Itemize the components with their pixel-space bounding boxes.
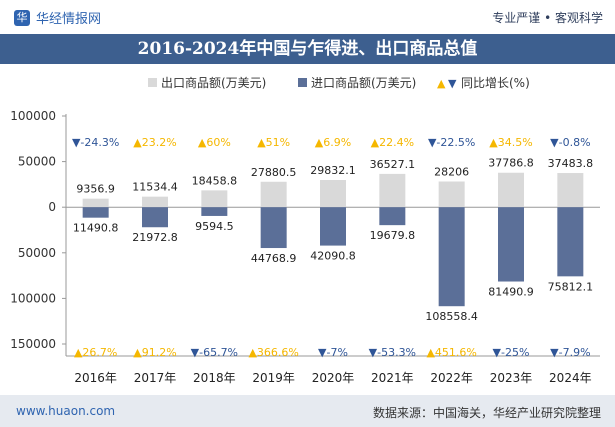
import-value-label: 44768.9 xyxy=(251,252,297,265)
export-growth-label: ▼-0.8% xyxy=(550,136,590,149)
brand-logo-icon: 华 xyxy=(14,9,30,26)
x-tick-label: 2020年 xyxy=(312,371,355,385)
x-tick-label: 2021年 xyxy=(371,371,414,385)
export-growth-label: ▲6.9% xyxy=(315,136,351,149)
export-bar xyxy=(142,196,168,208)
export-bar xyxy=(379,173,406,208)
export-growth-label: ▲60% xyxy=(198,136,231,149)
import-value-label: 21972.8 xyxy=(132,231,178,244)
chart-title: 2016-2024年中国与乍得进、出口商品总值 xyxy=(0,34,615,64)
y-tick-label: 100000 xyxy=(10,291,56,305)
legend-import-swatch xyxy=(298,78,307,87)
import-value-label: 42090.8 xyxy=(310,250,356,263)
export-value-label: 28206 xyxy=(434,165,469,178)
import-growth-label: ▲26.7% xyxy=(74,346,117,359)
export-value-label: 18458.8 xyxy=(192,174,238,187)
export-bar xyxy=(201,190,228,208)
import-bar xyxy=(142,207,168,228)
export-growth-label: ▲22.4% xyxy=(371,136,414,149)
export-bar xyxy=(260,181,287,208)
import-bar xyxy=(201,207,228,216)
export-value-label: 36527.1 xyxy=(370,158,416,171)
export-bar xyxy=(320,179,346,208)
chart-canvas: 出口商品额(万美元) 进口商品额(万美元) ▲ ▼ 同比增长(%) 100000 50000… xyxy=(10,75,600,385)
footer: www.huaon.com 数据来源：中国海关，华经产业研究院整理 xyxy=(0,395,615,427)
import-growth-label: ▼-25% xyxy=(493,346,530,359)
import-bar xyxy=(557,207,584,277)
export-bar xyxy=(557,173,584,208)
export-growth-label: ▲51% xyxy=(257,136,290,149)
slogan: 专业严谨 • 客观科学 xyxy=(492,11,603,25)
legend-export-swatch xyxy=(148,78,157,87)
top-bar: 华 华经情报网 专业严谨 • 客观科学 xyxy=(0,0,615,34)
y-tick-label: 100000 xyxy=(10,109,56,123)
export-value-label: 9356.9 xyxy=(76,183,115,196)
import-bar xyxy=(260,207,287,249)
export-bar xyxy=(498,172,524,208)
x-tick-label: 2017年 xyxy=(134,371,177,385)
export-value-label: 29832.1 xyxy=(310,164,356,177)
legend-import-label: 进口商品额(万美元) xyxy=(311,75,416,90)
y-tick-label: 50000 xyxy=(18,246,56,260)
export-bar xyxy=(438,181,465,208)
x-tick-label: 2024年 xyxy=(549,371,592,385)
y-tick-label: 0 xyxy=(48,200,56,214)
website-link[interactable]: www.huaon.com xyxy=(16,404,116,418)
import-growth-label: ▲451.6% xyxy=(426,346,476,359)
legend-growth-up-icon: ▲ xyxy=(437,77,446,90)
import-bar xyxy=(438,207,465,307)
data-source: 数据来源：中国海关，华经产业研究院整理 xyxy=(372,406,601,420)
export-value-label: 11534.4 xyxy=(132,181,178,194)
x-tick-label: 2016年 xyxy=(74,371,117,385)
y-tick-label: 50000 xyxy=(18,155,56,169)
export-value-label: 27880.5 xyxy=(251,166,297,179)
brand[interactable]: 华 华经情报网 xyxy=(14,8,101,27)
export-growth-label: ▲23.2% xyxy=(133,136,176,149)
legend-growth-label: 同比增长(%) xyxy=(461,76,530,90)
import-value-label: 75812.1 xyxy=(548,280,594,293)
import-bar xyxy=(379,207,406,226)
import-growth-label: ▲91.2% xyxy=(133,346,176,359)
import-growth-label: ▲366.6% xyxy=(248,346,298,359)
legend-export-label: 出口商品额(万美元) xyxy=(161,75,266,90)
x-tick-label: 2019年 xyxy=(252,371,295,385)
brand-name: 华经情报网 xyxy=(36,12,102,27)
export-growth-label: ▼-22.5% xyxy=(428,136,475,149)
import-bar xyxy=(82,207,109,218)
export-growth-label: ▲34.5% xyxy=(489,136,532,149)
export-value-label: 37786.8 xyxy=(488,157,534,170)
import-value-label: 19679.8 xyxy=(370,229,416,242)
x-tick-label: 2022年 xyxy=(430,371,473,385)
export-bar xyxy=(82,198,109,208)
import-growth-label: ▼-7.9% xyxy=(550,346,590,359)
import-growth-label: ▼-65.7% xyxy=(191,346,238,359)
legend-growth-down-icon: ▼ xyxy=(448,77,457,90)
x-tick-label: 2023年 xyxy=(490,371,533,385)
import-value-label: 9594.5 xyxy=(195,220,234,233)
y-tick-label: 150000 xyxy=(10,337,56,351)
export-growth-label: ▼-24.3% xyxy=(72,136,119,149)
import-value-label: 108558.4 xyxy=(425,310,478,323)
import-value-label: 81490.9 xyxy=(488,286,534,299)
x-tick-label: 2018年 xyxy=(193,371,236,385)
import-value-label: 11490.8 xyxy=(73,222,119,235)
import-growth-label: ▼-53.3% xyxy=(369,346,416,359)
import-growth-label: ▼-7% xyxy=(318,346,348,359)
import-bar xyxy=(320,207,346,246)
export-value-label: 37483.8 xyxy=(548,157,594,170)
import-bar xyxy=(498,207,524,282)
